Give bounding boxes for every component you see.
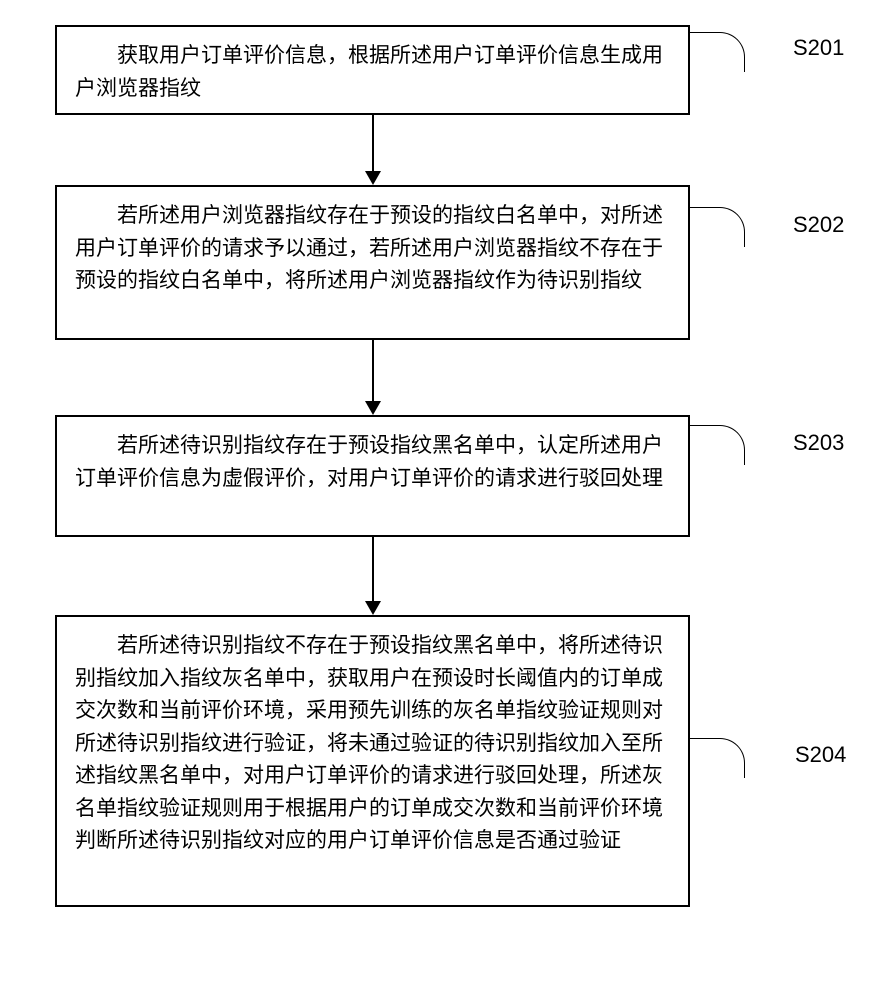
flow-arrow-head <box>365 401 381 415</box>
step-label: S204 <box>795 742 846 768</box>
label-connector <box>690 738 745 778</box>
step-label: S203 <box>793 430 844 456</box>
flow-step-text: 若所述待识别指纹存在于预设指纹黑名单中，认定所述用户订单评价信息为虚假评价，对用… <box>75 429 670 494</box>
flow-step-text: 若所述用户浏览器指纹存在于预设的指纹白名单中，对所述用户订单评价的请求予以通过，… <box>75 199 670 297</box>
label-connector <box>690 32 745 72</box>
flowchart-container: 获取用户订单评价信息，根据所述用户订单评价信息生成用户浏览器指纹 S201 若所… <box>0 0 889 1000</box>
label-connector <box>690 425 745 465</box>
step-label: S202 <box>793 212 844 238</box>
step-label: S201 <box>793 35 844 61</box>
flow-step-box: 获取用户订单评价信息，根据所述用户订单评价信息生成用户浏览器指纹 <box>55 25 690 115</box>
flow-arrow-line <box>372 115 374 171</box>
flow-arrow-head <box>365 171 381 185</box>
flow-step-text: 获取用户订单评价信息，根据所述用户订单评价信息生成用户浏览器指纹 <box>75 39 670 104</box>
flow-step-text: 若所述待识别指纹不存在于预设指纹黑名单中，将所述待识别指纹加入指纹灰名单中，获取… <box>75 629 670 857</box>
flow-arrow-line <box>372 340 374 401</box>
flow-step-box: 若所述用户浏览器指纹存在于预设的指纹白名单中，对所述用户订单评价的请求予以通过，… <box>55 185 690 340</box>
flow-arrow-head <box>365 601 381 615</box>
label-connector <box>690 207 745 247</box>
flow-step-box: 若所述待识别指纹存在于预设指纹黑名单中，认定所述用户订单评价信息为虚假评价，对用… <box>55 415 690 537</box>
flow-arrow-line <box>372 537 374 601</box>
flow-step-box: 若所述待识别指纹不存在于预设指纹黑名单中，将所述待识别指纹加入指纹灰名单中，获取… <box>55 615 690 907</box>
